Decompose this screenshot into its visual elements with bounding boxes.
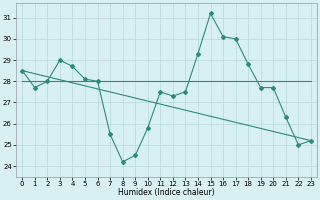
X-axis label: Humidex (Indice chaleur): Humidex (Indice chaleur) [118,188,215,197]
